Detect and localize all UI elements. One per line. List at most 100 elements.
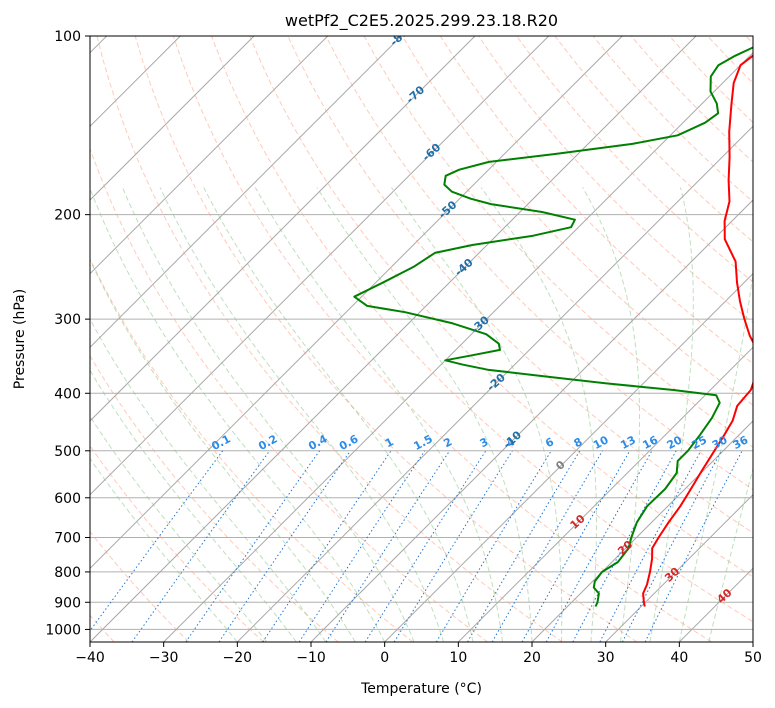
isotherm-line xyxy=(163,51,753,642)
mixing-ratio-label: 25 xyxy=(689,433,709,452)
dry-adiabat-line xyxy=(90,444,264,642)
y-tick-label: 700 xyxy=(54,531,81,547)
series-group xyxy=(353,46,753,607)
mixing-ratio-label: 3 xyxy=(478,435,491,450)
mixing-ratio-line xyxy=(521,450,631,642)
plot-frame xyxy=(89,35,754,643)
x-tick-label: 0 xyxy=(380,650,389,666)
dry-adiabat-line xyxy=(90,530,190,642)
moist-adiabat-line xyxy=(708,466,753,642)
mixing-ratio-line xyxy=(435,450,552,642)
moist-adiabat-line xyxy=(90,457,238,642)
mixing-ratio-label: 16 xyxy=(640,433,660,452)
chart-title: wetPf2_C2E5.2025.299.23.18.R20 xyxy=(285,11,558,31)
dry-adiabat-line xyxy=(516,36,753,283)
mixing-ratio-line xyxy=(131,450,271,642)
y-tick-label: 1000 xyxy=(45,622,81,638)
isotherm-line xyxy=(90,36,623,570)
moist-adiabat-line xyxy=(90,415,268,642)
moist-adiabat-line xyxy=(90,258,356,642)
dry-adiabat-line xyxy=(90,257,414,642)
y-tick-label: 500 xyxy=(54,444,81,460)
mixing-ratio-line xyxy=(467,450,581,642)
y-tick-label: 800 xyxy=(54,565,81,581)
mixing-ratio-label: 0.6 xyxy=(337,432,361,453)
isotherm-line xyxy=(384,272,753,642)
mixing-ratio-line xyxy=(545,450,653,642)
isotherm-line xyxy=(90,36,329,275)
isotherm-line xyxy=(90,36,697,642)
mixing-ratio-line xyxy=(325,450,451,642)
dry-adiabat-line xyxy=(554,36,753,243)
dry-adiabat-line xyxy=(363,36,753,448)
isotherm-line xyxy=(605,493,753,642)
mixing-ratio-label: 6 xyxy=(543,435,556,450)
mixing-ratio-line xyxy=(185,450,321,642)
mixing-ratio-label: 36 xyxy=(731,433,751,452)
mixing-ratio-label: 1 xyxy=(383,435,396,450)
x-axis-label: Temperature (°C) xyxy=(360,681,482,697)
x-tick-label: 40 xyxy=(670,650,688,666)
moist-adiabat-line xyxy=(678,269,753,642)
y-tick-label: 100 xyxy=(54,29,81,45)
dry-adiabat-line xyxy=(707,36,753,84)
mixing-ratio-line xyxy=(644,450,743,642)
moist-adiabat-line xyxy=(649,187,694,642)
x-tick-label: 20 xyxy=(523,650,541,666)
moist-adiabat-line xyxy=(159,187,445,642)
mixing-ratio-label: 20 xyxy=(665,433,685,452)
dry-adiabat-line xyxy=(134,36,638,642)
moist-adiabat-line xyxy=(122,187,415,642)
isotherm-line xyxy=(752,641,753,642)
mixing-ratio-label: 1.5 xyxy=(411,432,434,453)
mixing-ratio-label: 30 xyxy=(710,433,730,452)
moist-adiabat-line xyxy=(582,187,640,642)
mixing-ratio-line xyxy=(262,450,392,642)
isotherm-line xyxy=(310,199,753,642)
dry-adiabat-line xyxy=(669,36,753,124)
isotherm-line xyxy=(90,36,402,349)
x-tick-label: −10 xyxy=(296,650,326,666)
isotherm-line xyxy=(531,420,753,642)
x-tick-label: −40 xyxy=(75,650,105,666)
mixing-ratio-label: 0.2 xyxy=(256,432,279,453)
mixing-ratio-line xyxy=(218,450,351,642)
x-axis: −40 −30 −20 −10 0 10 20 30 40 50 xyxy=(75,642,762,666)
background-lines xyxy=(90,36,753,642)
y-axis: 100 200 300 400 500 600 700 800 900 1000 xyxy=(45,29,90,638)
mixing-ratio-label: 0.1 xyxy=(209,432,232,453)
dry-adiabat-line xyxy=(90,147,488,642)
dry-adiabat-line xyxy=(745,36,753,45)
y-axis-label: Pressure (hPa) xyxy=(12,289,28,389)
moist-adiabat-line xyxy=(480,187,597,642)
dewpoint-line xyxy=(353,46,753,607)
dry-adiabat-line xyxy=(325,36,753,491)
isotherm-line xyxy=(457,346,753,642)
y-tick-label: 600 xyxy=(54,491,81,507)
moist-adiabat-line xyxy=(316,187,533,642)
y-tick-label: 300 xyxy=(54,312,81,328)
y-tick-label: 200 xyxy=(54,208,81,224)
moist-adiabat-line xyxy=(90,369,297,642)
dry-adiabat-line xyxy=(90,354,339,642)
x-tick-label: −20 xyxy=(223,650,253,666)
isotherm-line xyxy=(236,125,753,642)
mixing-ratio-label: 10 xyxy=(591,433,611,452)
x-tick-label: 10 xyxy=(449,650,467,666)
dry-adiabat-line xyxy=(439,36,753,365)
mixing-ratio-label: 0.4 xyxy=(306,432,330,453)
x-tick-label: −30 xyxy=(149,650,179,666)
temperature-line xyxy=(642,54,753,607)
mixing-ratio-line xyxy=(90,450,224,632)
moist-adiabat-line xyxy=(90,187,386,642)
isotherm-line xyxy=(90,36,550,496)
x-tick-label: 30 xyxy=(597,650,615,666)
dry-adiabat-line xyxy=(249,36,753,578)
mixing-ratio-line xyxy=(599,450,702,642)
dry-adiabat-line xyxy=(172,36,712,642)
moist-adiabat-line xyxy=(90,318,327,642)
moist-adiabat-line xyxy=(254,187,503,642)
dry-adiabat-line xyxy=(211,36,753,623)
y-tick-label: 900 xyxy=(54,595,81,611)
